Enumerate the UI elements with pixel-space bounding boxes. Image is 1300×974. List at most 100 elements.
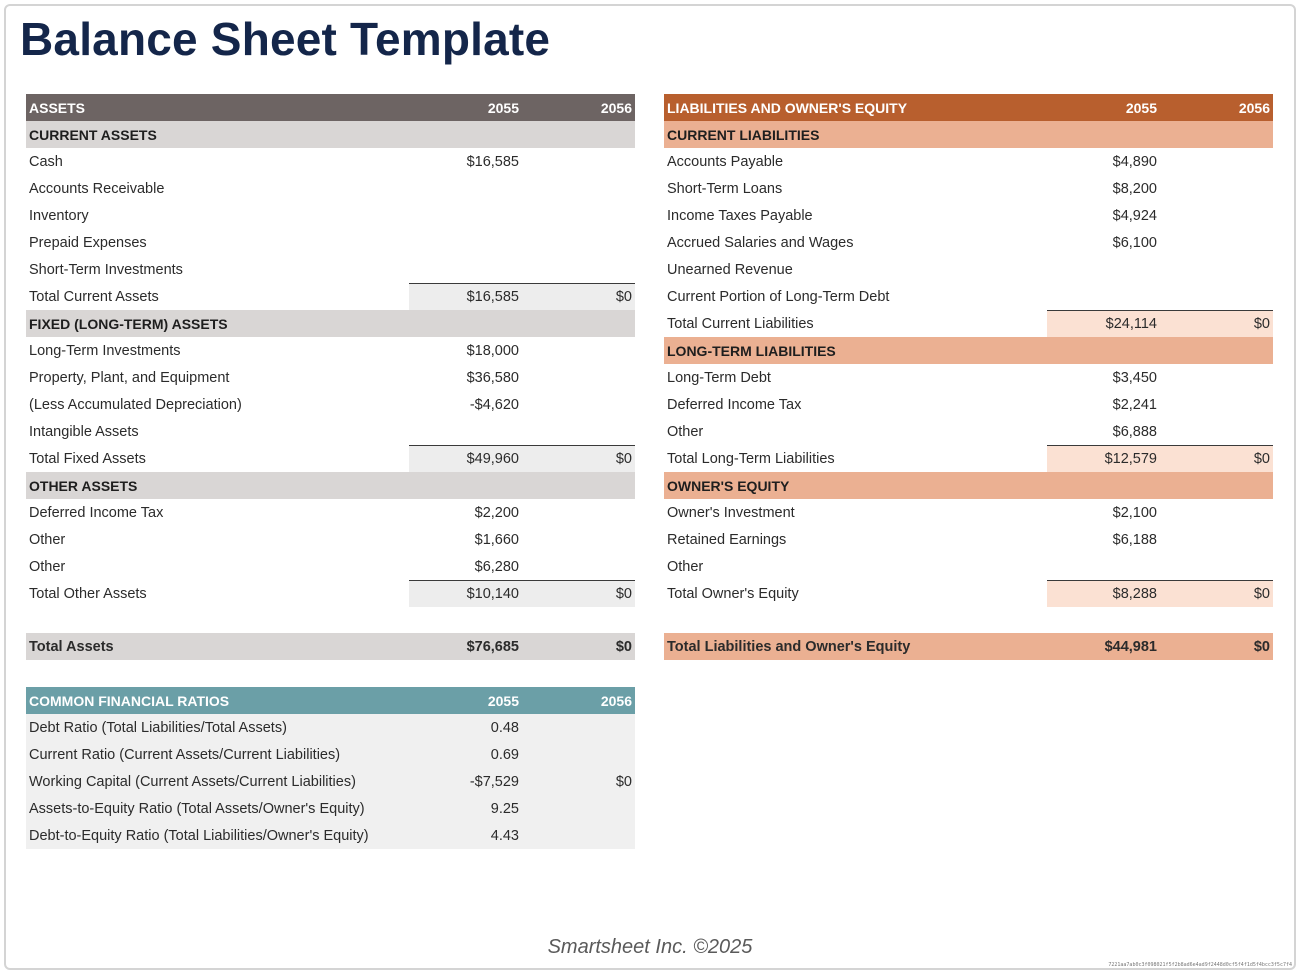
- assets-row-value-2: [522, 175, 635, 202]
- assets-row-value-2: [522, 391, 635, 418]
- liabilities-row-value-1: $6,100: [1112, 234, 1157, 251]
- total-assets-section: Total Assets $76,685 $0: [26, 633, 635, 660]
- liabilities-row-value-2: [1160, 229, 1273, 256]
- liabilities-row-value-1: $2,100: [1112, 504, 1157, 521]
- assets-row-value-1: [409, 229, 522, 256]
- assets-row-value-1: [409, 256, 522, 283]
- assets-row-label: Other: [29, 558, 66, 575]
- liabilities-row-value-2: [1160, 553, 1273, 580]
- ratios-table-row: Debt Ratio (Total Liabilities/Total Asse…: [26, 714, 635, 741]
- liabilities-row-value-1: $8,288: [1047, 580, 1160, 607]
- liabilities-row-label: Long-Term Debt: [667, 369, 771, 386]
- ratios-header-label: COMMON FINANCIAL RATIOS: [29, 692, 230, 709]
- assets-row-label: (Less Accumulated Depreciation): [29, 396, 242, 413]
- assets-row-value-1: $49,960: [409, 445, 522, 472]
- assets-section-row: OTHER ASSETS: [26, 472, 635, 499]
- liabilities-header-year-1: 2055: [1125, 99, 1157, 116]
- liabilities-row-value-2: [1160, 175, 1273, 202]
- liabilities-row-label: Total Long-Term Liabilities: [667, 450, 835, 467]
- assets-row-value-2: $0: [522, 445, 635, 472]
- assets-row-value-2: [522, 526, 635, 553]
- total-liabilities-label: Total Liabilities and Owner's Equity: [667, 638, 911, 655]
- assets-row-label: Inventory: [29, 207, 89, 224]
- ratios-header-year-1: 2055: [487, 692, 519, 709]
- page-title: Balance Sheet Template: [20, 13, 551, 65]
- assets-row-value-2: [522, 121, 635, 148]
- liabilities-row-value-2: [1160, 499, 1273, 526]
- liabilities-table-row: Accounts Payable $4,890: [664, 148, 1273, 175]
- ratios-table-row: Debt-to-Equity Ratio (Total Liabilities/…: [26, 822, 635, 849]
- assets-row-value-1: -$4,620: [469, 396, 519, 413]
- assets-row-value-1: [409, 121, 522, 148]
- ratios-table-row: Working Capital (Current Assets/Current …: [26, 768, 635, 795]
- assets-row-value-1: $16,585: [409, 283, 522, 310]
- assets-table-row: (Less Accumulated Depreciation) -$4,620: [26, 391, 635, 418]
- assets-row-value-1: $2,200: [474, 504, 519, 521]
- liabilities-row-value-2: $0: [1160, 445, 1273, 472]
- liabilities-table: LIABILITIES AND OWNER'S EQUITY 2055 2056…: [664, 94, 1273, 607]
- assets-row-value-2: $0: [522, 283, 635, 310]
- assets-table-row: Short-Term Investments: [26, 256, 635, 283]
- assets-row-label: CURRENT ASSETS: [29, 126, 157, 143]
- ratios-row-value-1: -$7,529: [469, 773, 519, 790]
- assets-row-label: Total Current Assets: [29, 288, 159, 305]
- assets-row-value-1: $36,580: [466, 369, 519, 386]
- liabilities-section-row: OWNER'S EQUITY: [664, 472, 1273, 499]
- liabilities-table-row: Retained Earnings $6,188: [664, 526, 1273, 553]
- assets-row-label: Cash: [29, 153, 63, 170]
- assets-row-label: Other: [29, 531, 66, 548]
- total-assets-value-1: $76,685: [466, 638, 519, 655]
- liabilities-row-value-1: $6,888: [1112, 423, 1157, 440]
- ratios-row-value-2: [522, 714, 635, 741]
- ratios-row-value-2: [522, 741, 635, 768]
- liabilities-row-label: OWNER'S EQUITY: [667, 477, 790, 494]
- liabilities-row-value-2: [1160, 202, 1273, 229]
- liabilities-row-label: Retained Earnings: [667, 531, 787, 548]
- assets-table-row: Prepaid Expenses: [26, 229, 635, 256]
- assets-table-row: Accounts Receivable: [26, 175, 635, 202]
- ratios-row-value-1: 4.43: [490, 827, 519, 844]
- liabilities-table-row: Other $6,888: [664, 418, 1273, 445]
- assets-row-value-2: [522, 256, 635, 283]
- assets-rows: CURRENT ASSETS Cash $16,585 Accounts Receiv…: [26, 121, 635, 607]
- assets-row-label: Short-Term Investments: [29, 261, 183, 278]
- total-liabilities-value-1: $44,981: [1104, 638, 1157, 655]
- ratios-row-value-1: 0.48: [490, 719, 519, 736]
- assets-row-value-1: $16,585: [466, 153, 519, 170]
- ratios-row-label: Working Capital (Current Assets/Current …: [29, 773, 356, 790]
- liabilities-table-row: Income Taxes Payable $4,924: [664, 202, 1273, 229]
- liabilities-rows: CURRENT LIABILITIES Accounts Payable $4,89…: [664, 121, 1273, 607]
- liabilities-section-row: CURRENT LIABILITIES: [664, 121, 1273, 148]
- liabilities-header-label: LIABILITIES AND OWNER'S EQUITY: [667, 99, 908, 116]
- assets-header-year-1: 2055: [487, 99, 519, 116]
- assets-table-row: Other $6,280: [26, 553, 635, 580]
- assets-table-row: Property, Plant, and Equipment $36,580: [26, 364, 635, 391]
- assets-row-value-1: $6,280: [474, 558, 519, 575]
- assets-row-value-1: [409, 202, 522, 229]
- liabilities-header-year-2: 2056: [1238, 99, 1270, 116]
- assets-row-value-2: [522, 499, 635, 526]
- assets-row-label: Intangible Assets: [29, 423, 139, 440]
- assets-table-row: Deferred Income Tax $2,200: [26, 499, 635, 526]
- liabilities-row-value-1: $3,450: [1112, 369, 1157, 386]
- assets-row-label: FIXED (LONG-TERM) ASSETS: [29, 315, 228, 332]
- liabilities-row-label: Current Portion of Long-Term Debt: [667, 288, 890, 305]
- ratios-row-value-1: 0.69: [490, 746, 519, 763]
- liabilities-header-row: LIABILITIES AND OWNER'S EQUITY 2055 2056: [664, 94, 1273, 121]
- liabilities-subtotal-row: Total Current Liabilities $24,114 $0: [664, 310, 1273, 337]
- liabilities-row-value-2: [1160, 283, 1273, 310]
- liabilities-row-value-2: [1160, 391, 1273, 418]
- assets-row-label: Deferred Income Tax: [29, 504, 164, 521]
- assets-row-value-2: [522, 337, 635, 364]
- liabilities-row-value-1: [1047, 283, 1160, 310]
- assets-section-row: FIXED (LONG-TERM) ASSETS: [26, 310, 635, 337]
- liabilities-row-value-2: [1160, 526, 1273, 553]
- liabilities-row-value-2: [1160, 256, 1273, 283]
- ratios-row-label: Current Ratio (Current Assets/Current Li…: [29, 746, 341, 763]
- liabilities-table-row: Unearned Revenue: [664, 256, 1273, 283]
- liabilities-row-label: Total Owner's Equity: [667, 585, 799, 602]
- assets-table-row: Other $1,660: [26, 526, 635, 553]
- liabilities-row-value-1: [1047, 472, 1160, 499]
- page-frame: [4, 4, 1296, 970]
- liabilities-row-value-1: [1047, 337, 1160, 364]
